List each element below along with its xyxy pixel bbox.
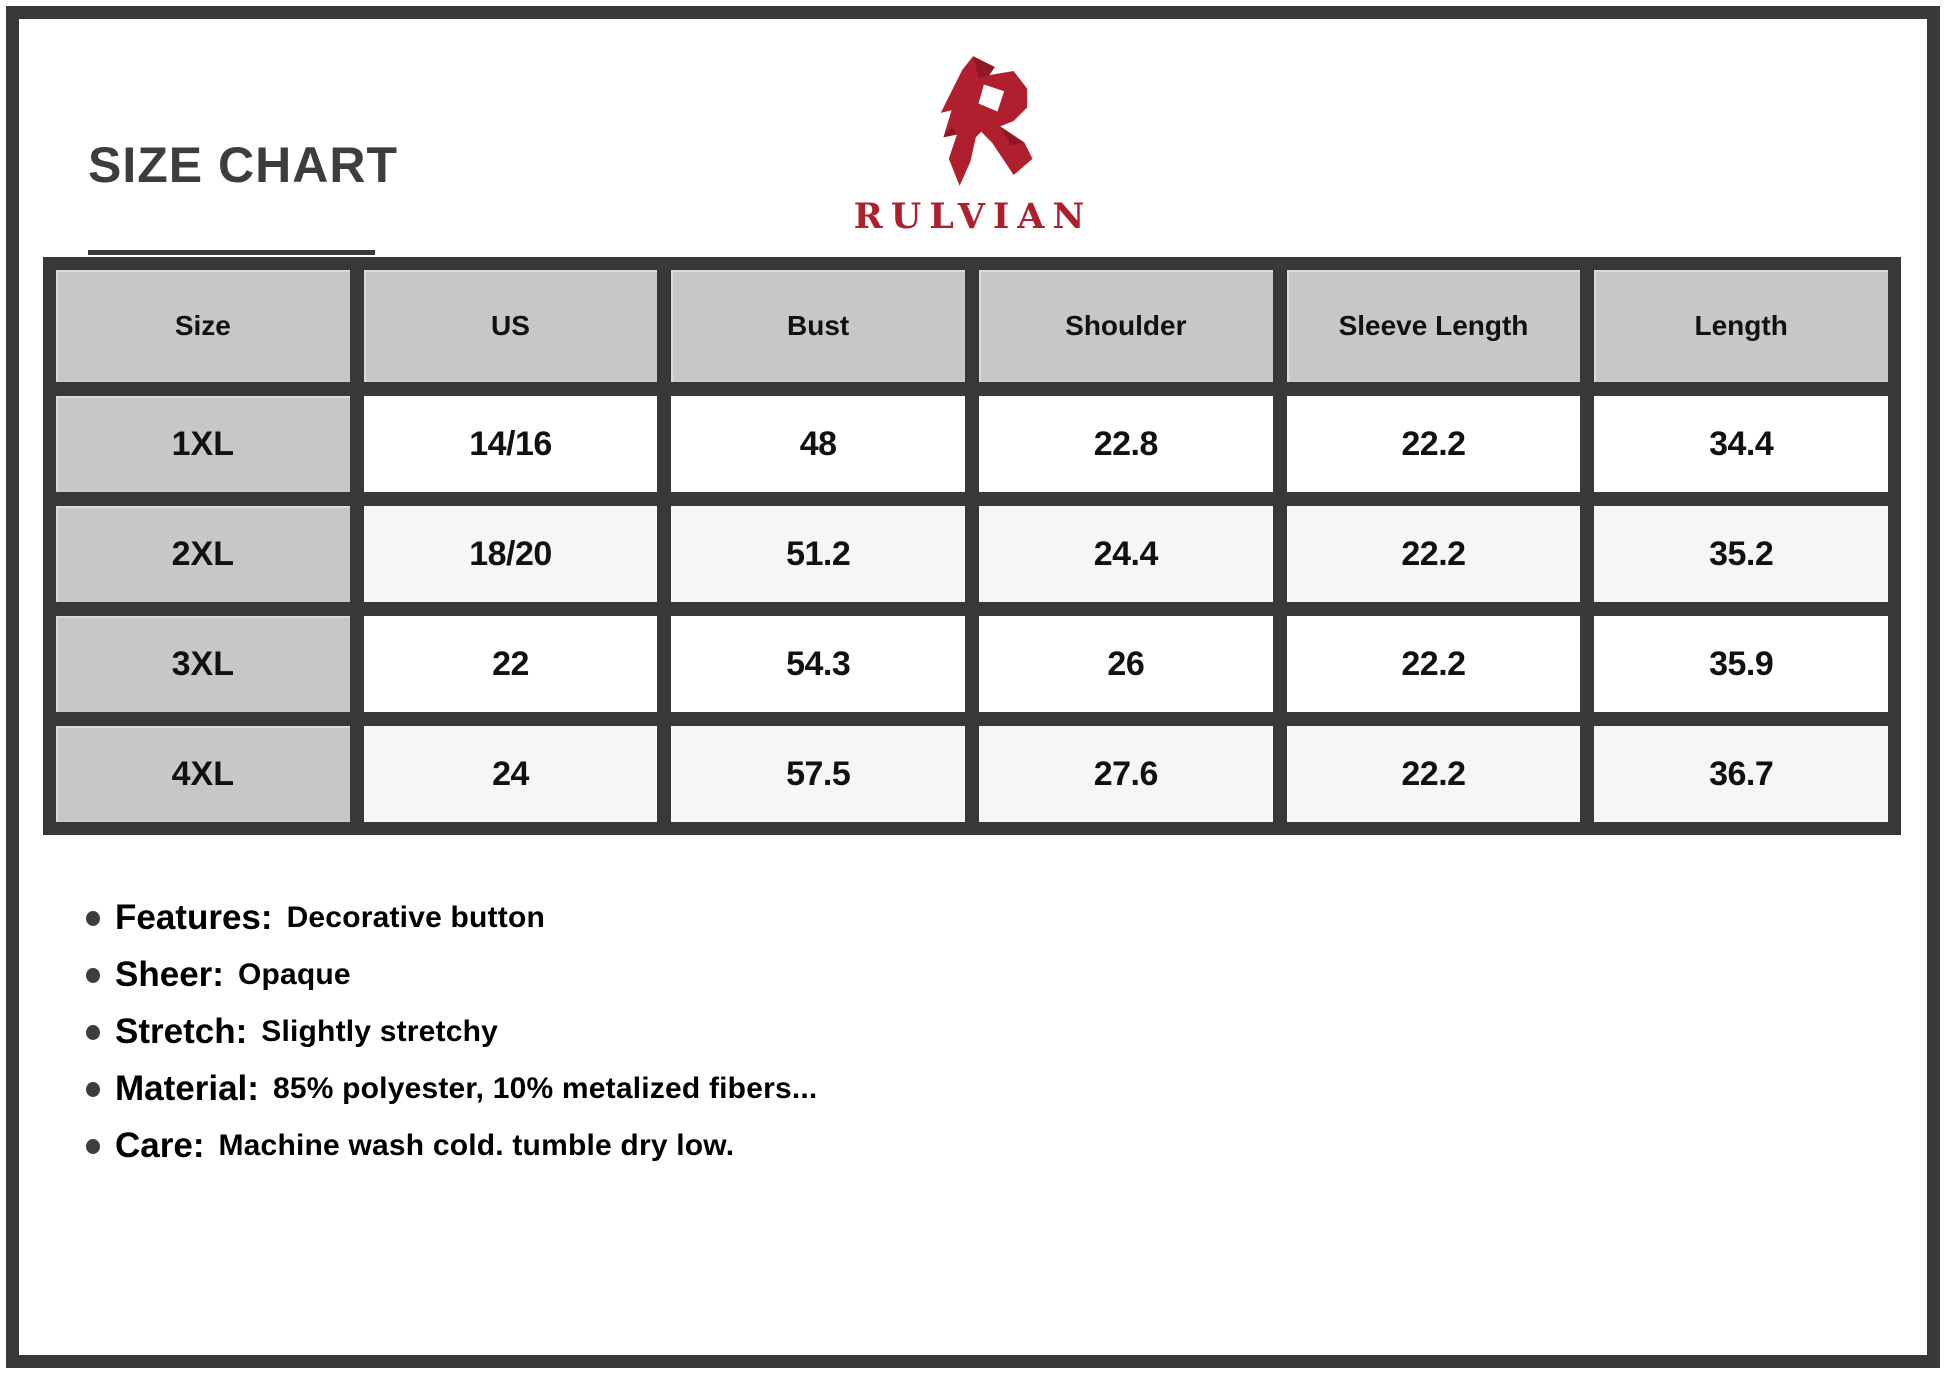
list-item: Features: Decorative button	[86, 898, 817, 938]
size-chart-table: Size US Bust Shoulder Sleeve Length Leng…	[43, 257, 1901, 835]
detail-value: Opaque	[237, 958, 351, 991]
product-details-list: Features: Decorative button Sheer: Opaqu…	[86, 898, 817, 1183]
detail-label: Stretch:	[115, 1012, 248, 1051]
cell-3xl-us: 22	[363, 616, 658, 712]
cell-3xl-shoulder: 26	[978, 616, 1273, 712]
bullet-dot-icon	[86, 910, 100, 926]
cell-4xl-length: 36.7	[1594, 726, 1888, 822]
bullet-dot-icon	[86, 967, 100, 983]
page-title: SIZE CHART	[88, 137, 398, 193]
column-header-size: Size	[56, 270, 350, 382]
cell-4xl-sleeve-length: 22.2	[1286, 726, 1581, 822]
cell-2xl-bust: 51.2	[671, 506, 965, 602]
column-header-shoulder: Shoulder	[978, 270, 1273, 382]
title-underline	[88, 250, 375, 255]
list-item: Sheer: Opaque	[86, 955, 817, 995]
cell-4xl-bust: 57.5	[671, 726, 965, 822]
detail-value: Machine wash cold. tumble dry low.	[218, 1129, 735, 1162]
detail-label: Material:	[115, 1069, 259, 1108]
cell-3xl-sleeve-length: 22.2	[1286, 616, 1581, 712]
cell-2xl-shoulder: 24.4	[978, 506, 1273, 602]
cell-3xl-bust: 54.3	[671, 616, 965, 712]
bullet-dot-icon	[86, 1138, 100, 1154]
size-label-1xl: 1XL	[56, 396, 350, 492]
detail-label: Sheer:	[115, 955, 224, 994]
column-header-sleeve-length: Sleeve Length	[1286, 270, 1581, 382]
cell-1xl-shoulder: 22.8	[978, 396, 1273, 492]
cell-1xl-sleeve-length: 22.2	[1286, 396, 1581, 492]
cell-2xl-sleeve-length: 22.2	[1286, 506, 1581, 602]
list-item: Care: Machine wash cold. tumble dry low.	[86, 1126, 817, 1166]
list-item: Stretch: Slightly stretchy	[86, 1012, 817, 1052]
size-label-3xl: 3XL	[56, 616, 350, 712]
column-header-bust: Bust	[671, 270, 965, 382]
rulvian-logo-icon	[940, 56, 1033, 186]
cell-2xl-length: 35.2	[1594, 506, 1888, 602]
detail-label: Features:	[115, 898, 273, 937]
size-label-2xl: 2XL	[56, 506, 350, 602]
list-item: Material: 85% polyester, 10% metalized f…	[86, 1069, 817, 1109]
detail-value: Slightly stretchy	[261, 1015, 499, 1048]
cell-2xl-us: 18/20	[363, 506, 658, 602]
cell-4xl-us: 24	[363, 726, 658, 822]
cell-1xl-us: 14/16	[363, 396, 658, 492]
brand-block: RULVIAN	[854, 50, 1093, 237]
column-header-length: Length	[1594, 270, 1888, 382]
bullet-dot-icon	[86, 1024, 100, 1040]
detail-label: Care:	[115, 1126, 205, 1165]
column-header-us: US	[363, 270, 658, 382]
title-block: SIZE CHART	[88, 140, 398, 255]
cell-3xl-length: 35.9	[1594, 616, 1888, 712]
brand-name: RULVIAN	[853, 196, 1093, 237]
size-label-4xl: 4XL	[56, 726, 350, 822]
cell-4xl-shoulder: 27.6	[978, 726, 1273, 822]
detail-value: Decorative button	[286, 901, 545, 934]
cell-1xl-bust: 48	[671, 396, 965, 492]
detail-value: 85% polyester, 10% metalized fibers...	[272, 1072, 818, 1105]
bullet-dot-icon	[86, 1081, 100, 1097]
cell-1xl-length: 34.4	[1594, 396, 1888, 492]
